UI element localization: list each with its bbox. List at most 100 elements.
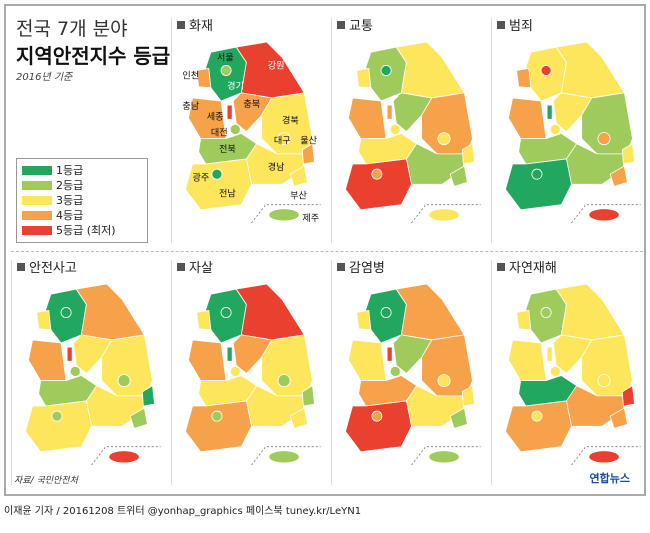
map-title-text: 교통 (349, 19, 373, 34)
region-daegu (597, 132, 611, 146)
region-daejeon (549, 365, 561, 377)
region-sejong (66, 346, 73, 362)
region-label-ulsan: 울산 (300, 136, 317, 147)
region-daegu (437, 132, 451, 146)
region-jeonnam (344, 400, 412, 453)
region-daejeon (389, 123, 401, 135)
korea-map (24, 283, 161, 466)
legend-swatch (22, 196, 52, 205)
bullet-icon (497, 21, 505, 29)
region-busan (289, 165, 308, 187)
infographic-frame: 전국 7개 분야 지역안전지수 등급 2016년 기준 1등급 2등급 3등급 4등급… (4, 4, 646, 496)
region-busan (129, 407, 148, 429)
region-daejeon (389, 365, 401, 377)
bullet-icon (497, 263, 505, 271)
region-incheon (196, 309, 212, 331)
credit-line: 이재윤 기자 / 20161208 트위터 @yonhap_graphics 페… (4, 506, 362, 517)
region-incheon (516, 67, 532, 89)
region-gyeongbuk (261, 334, 313, 397)
korea-map (504, 283, 641, 466)
region-sejong (226, 346, 233, 362)
korea-map (504, 41, 641, 224)
region-daegu (437, 374, 451, 388)
region-label-chungnam: 충남 (182, 101, 199, 112)
region-incheon (356, 67, 372, 89)
region-seoul (380, 307, 392, 318)
map-panel: 안전사고 (11, 256, 171, 488)
map-title-text: 자연재해 (509, 261, 557, 276)
region-seoul (380, 65, 392, 76)
region-busan (449, 407, 468, 429)
region-gwangju (371, 410, 383, 422)
region-label-gyeonggi: 경기 (227, 80, 244, 92)
region-label-gangwon: 강원 (268, 60, 285, 71)
region-incheon (356, 309, 372, 331)
map-title: 자연재해 (497, 261, 557, 276)
region-gwangju (531, 410, 543, 422)
region-daegu (277, 374, 291, 388)
region-ulsan (301, 143, 315, 165)
map-panel: 자연재해 (491, 256, 650, 488)
region-busan (449, 165, 468, 187)
bullet-icon (17, 263, 25, 271)
region-label-busan: 부산 (290, 191, 307, 202)
region-jeju (428, 208, 460, 222)
region-jeonbuk (198, 133, 258, 165)
region-ulsan (141, 385, 155, 407)
panel-divider (491, 260, 492, 485)
map-title: 교통 (337, 19, 373, 34)
region-daejeon (229, 365, 241, 377)
map-title-text: 범죄 (509, 19, 533, 34)
legend-label: 5등급 (최저) (56, 224, 116, 237)
region-jeju (588, 208, 620, 222)
legend-swatch (22, 181, 52, 190)
panel-divider (331, 260, 332, 485)
region-label-gyeongnam: 경남 (268, 161, 285, 173)
map-panel: 범죄 (491, 14, 650, 246)
legend-label: 1등급 (56, 164, 84, 177)
region-seoul (60, 307, 72, 318)
region-seoul (220, 65, 232, 76)
region-daejeon (69, 365, 81, 377)
region-incheon (196, 67, 212, 89)
region-chungnam (188, 339, 227, 382)
yonhap-logo: 연합뉴스 (589, 472, 630, 485)
region-incheon (516, 309, 532, 331)
region-chungnam (348, 339, 387, 382)
map-panel: 화재 경기 강원 인천 충남 충북 경북 경남 전북 전남 울산 부산 세종 서울 대전 대구 광주 제주 (171, 14, 331, 246)
legend-item: 4등급 (22, 208, 142, 223)
region-busan (609, 407, 628, 429)
legend-label: 4등급 (56, 209, 84, 222)
region-gangwon (235, 283, 306, 341)
region-sejong (226, 104, 233, 120)
region-seoul (220, 307, 232, 318)
region-busan (289, 407, 308, 429)
region-jeonbuk (198, 375, 258, 407)
region-label-daejeon: 대전 (211, 128, 228, 139)
korea-map (184, 283, 321, 466)
region-gangwon (555, 41, 626, 99)
legend-swatch (22, 211, 52, 220)
region-jeonbuk (358, 375, 418, 407)
map-title: 자살 (177, 261, 213, 276)
subtitle: 2016년 기준 (16, 72, 73, 83)
region-gwangju (51, 410, 63, 422)
divider (11, 251, 643, 252)
region-gyeongbuk (421, 92, 473, 155)
region-daegu (277, 132, 291, 146)
map-panel: 감염병 (331, 256, 491, 488)
map-title-text: 화재 (189, 19, 213, 34)
panel-divider (331, 18, 332, 243)
region-label-daegu: 대구 (274, 136, 291, 147)
panel-divider (11, 260, 12, 485)
region-label-gyeongbuk: 경북 (282, 114, 299, 126)
map-title: 안전사고 (17, 261, 77, 276)
region-label-gwangju: 광주 (193, 171, 210, 183)
region-gyeongbuk (581, 334, 633, 397)
region-ulsan (461, 385, 475, 407)
region-daejeon (549, 123, 561, 135)
region-gangwon (75, 283, 146, 341)
legend: 1등급 2등급 3등급 4등급 5등급 (최저) (16, 158, 148, 243)
region-ulsan (621, 385, 635, 407)
